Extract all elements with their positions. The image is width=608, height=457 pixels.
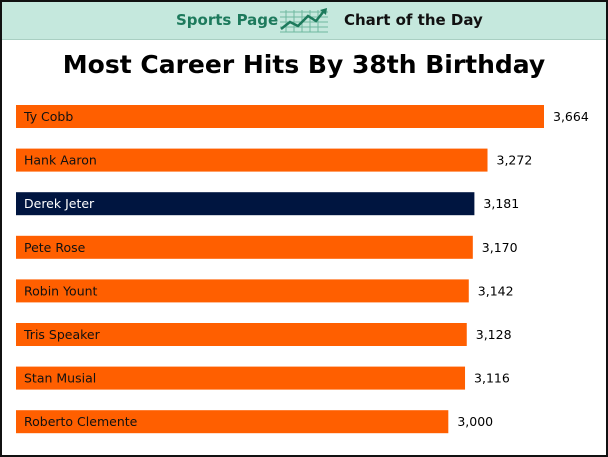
category-label: Robin Yount xyxy=(24,283,98,298)
bar-robin-yount xyxy=(16,279,469,303)
bar-stan-musial xyxy=(16,366,466,390)
value-label: 3,181 xyxy=(483,196,519,211)
value-label: 3,128 xyxy=(476,327,512,342)
bar-hank-aaron xyxy=(16,148,488,172)
chart-title: Most Career Hits By 38th Birthday xyxy=(62,50,546,79)
banner-chart-of-the-day: Chart of the Day xyxy=(344,11,483,29)
bar-roberto-clemente xyxy=(16,410,449,434)
category-label: Pete Rose xyxy=(24,240,86,255)
category-label: Hank Aaron xyxy=(24,153,97,168)
value-label: 3,000 xyxy=(457,414,493,429)
category-label: Derek Jeter xyxy=(24,196,95,211)
bar-derek-jeter xyxy=(16,192,475,216)
bar-pete-rose xyxy=(16,235,473,259)
value-label: 3,142 xyxy=(478,283,514,298)
bar-ty-cobb xyxy=(16,105,544,128)
category-label: Tris Speaker xyxy=(23,327,101,342)
banner-sports-page: Sports Page xyxy=(176,11,279,29)
category-label: Ty Cobb xyxy=(23,109,73,124)
bar-tris-speaker xyxy=(16,323,467,346)
value-label: 3,170 xyxy=(482,240,518,255)
line-chart-icon xyxy=(278,7,330,33)
category-label: Stan Musial xyxy=(24,371,96,386)
header-banner: Sports Page Chart of the Day xyxy=(2,2,606,40)
category-label: Roberto Clemente xyxy=(24,414,138,429)
value-label: 3,116 xyxy=(474,371,510,386)
value-label: 3,664 xyxy=(553,109,589,124)
value-label: 3,272 xyxy=(497,153,533,168)
bar-chart: Ty Cobb 3,664 Hank Aaron 3,272 Derek Jeter 3,… xyxy=(16,105,589,434)
